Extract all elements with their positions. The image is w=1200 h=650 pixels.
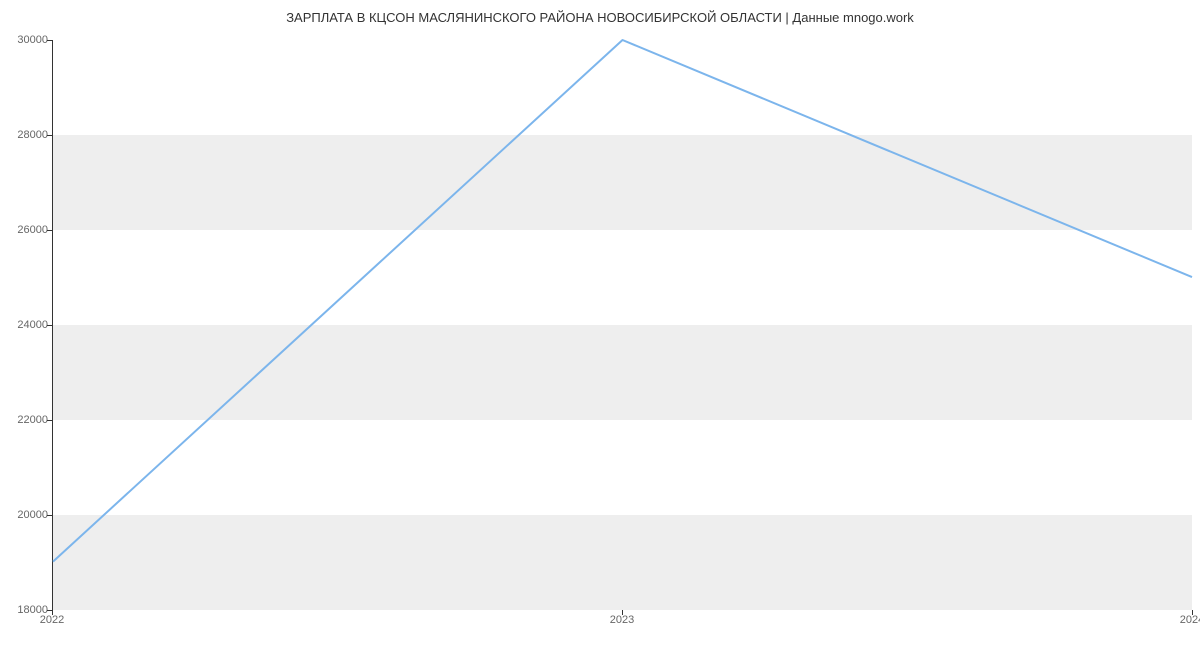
- y-tick-mark: [47, 515, 52, 516]
- y-tick-label: 28000: [8, 129, 48, 141]
- y-tick-mark: [47, 40, 52, 41]
- y-tick-label: 22000: [8, 414, 48, 426]
- y-tick-label: 26000: [8, 224, 48, 236]
- chart-title: ЗАРПЛАТА В КЦСОН МАСЛЯНИНСКОГО РАЙОНА НО…: [0, 10, 1200, 25]
- x-tick-mark: [52, 610, 53, 615]
- series-line: [53, 40, 1192, 562]
- x-tick-label: 2023: [610, 614, 634, 626]
- y-tick-label: 20000: [8, 509, 48, 521]
- x-tick-mark: [622, 610, 623, 615]
- y-tick-mark: [47, 230, 52, 231]
- y-tick-mark: [47, 135, 52, 136]
- y-tick-mark: [47, 325, 52, 326]
- x-tick-mark: [1192, 610, 1193, 615]
- plot-area: [52, 40, 1192, 610]
- line-layer: [53, 40, 1192, 609]
- y-tick-mark: [47, 420, 52, 421]
- x-tick-label: 2024: [1180, 614, 1200, 626]
- y-tick-label: 24000: [8, 319, 48, 331]
- y-tick-label: 30000: [8, 34, 48, 46]
- x-tick-label: 2022: [40, 614, 64, 626]
- salary-chart: ЗАРПЛАТА В КЦСОН МАСЛЯНИНСКОГО РАЙОНА НО…: [0, 0, 1200, 650]
